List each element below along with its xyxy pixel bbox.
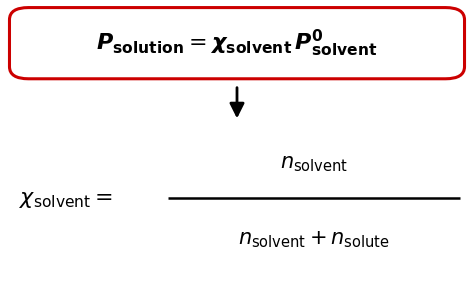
Text: $n_{\mathrm{solvent}}$: $n_{\mathrm{solvent}}$: [280, 154, 348, 174]
Text: $\chi_{\mathrm{solvent}} =$: $\chi_{\mathrm{solvent}} =$: [19, 190, 113, 210]
Text: $n_{\mathrm{solvent}} + n_{\mathrm{solute}}$: $n_{\mathrm{solvent}} + n_{\mathrm{solut…: [238, 229, 390, 250]
Text: $\boldsymbol{P}_{\mathbf{solution}} = \boldsymbol{\chi}_{\mathbf{solvent}}\, \bo: $\boldsymbol{P}_{\mathbf{solution}} = \b…: [96, 28, 378, 58]
FancyBboxPatch shape: [9, 8, 465, 79]
